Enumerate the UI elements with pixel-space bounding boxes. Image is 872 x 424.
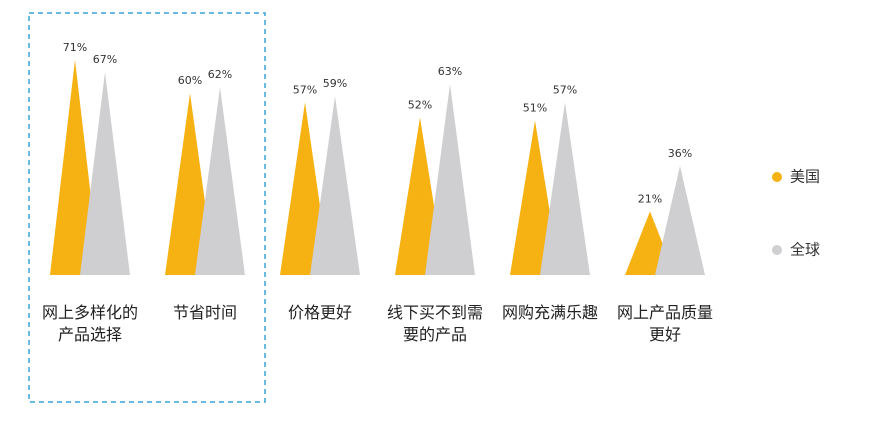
triangle-bar [195,87,245,275]
legend-label: 全球 [790,241,820,259]
value-label: 51% [523,101,547,114]
category-label: 网上多样化的产品选择 [41,303,138,344]
value-label: 59% [323,77,347,90]
value-label: 21% [638,192,662,205]
category-label: 网购充满乐趣 [501,303,598,322]
triangle-bar [310,96,360,275]
value-label: 57% [293,83,317,96]
value-label: 71% [63,41,87,54]
value-label: 67% [93,53,117,66]
highlight-box [28,12,266,403]
value-label: 63% [438,65,462,78]
legend-label: 美国 [790,168,820,186]
category-label: 节省时间 [172,303,237,322]
category-label: 线下买不到需要的产品 [386,303,483,344]
triangle-bar [540,102,590,275]
value-label: 52% [408,98,432,111]
value-label: 57% [553,83,577,96]
value-label: 62% [208,68,232,81]
category-label: 价格更好 [287,303,352,322]
triangle-bar [655,165,705,275]
value-label: 36% [668,147,692,160]
value-label: 60% [178,74,202,87]
legend-marker [772,172,782,182]
triangle-bar [80,71,130,276]
legend-marker [772,245,782,255]
category-label: 网上产品质量更好 [616,303,713,344]
triangle-bar [425,84,475,275]
